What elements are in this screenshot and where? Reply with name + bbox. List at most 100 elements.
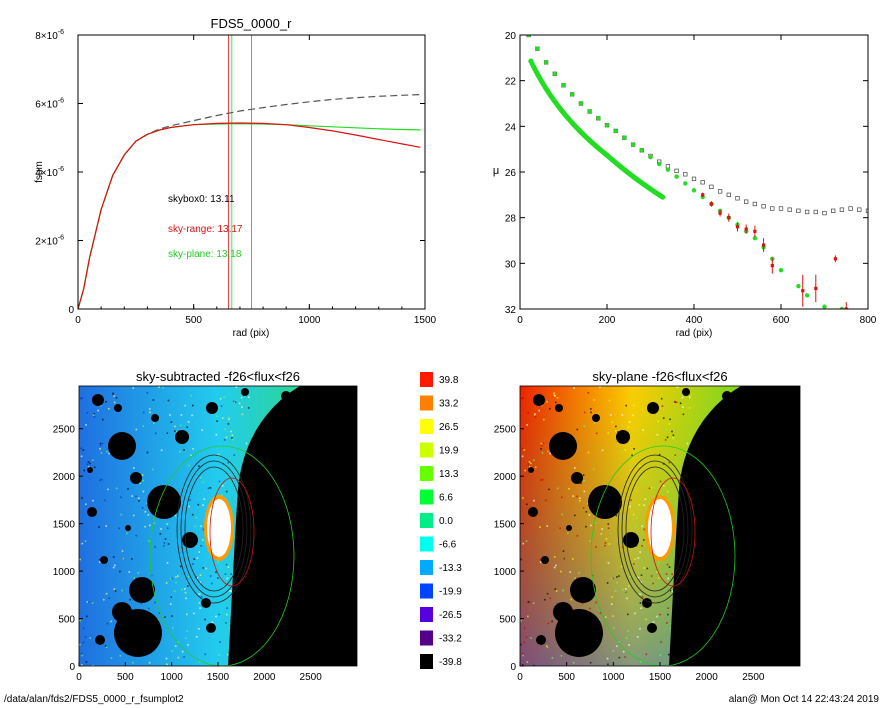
noise-pixel (98, 561, 101, 563)
noise-pixel (545, 645, 548, 647)
noise-pixel (595, 601, 597, 604)
noise-pixel (166, 663, 168, 666)
noise-pixel (234, 401, 237, 404)
noise-pixel (526, 424, 528, 426)
noise-pixel (112, 566, 115, 569)
noise-pixel (245, 442, 248, 445)
noise-pixel (640, 574, 643, 576)
footer-user-timestamp: alan@ Mon Oct 14 22:43:24 2019 (728, 694, 879, 705)
noise-pixel (618, 656, 621, 659)
mu-ytick-label: 32 (505, 305, 517, 316)
image-xtick-label: 2500 (742, 672, 765, 683)
sky-subtracted-image-panel: sky-subtracted -f26<flux<f26 0 500 1000 15 (53, 369, 358, 683)
noise-pixel (226, 607, 228, 609)
noise-pixel (529, 466, 531, 468)
noise-pixel (227, 423, 230, 425)
mu-point-green (839, 306, 845, 309)
noise-pixel (204, 653, 207, 656)
noise-pixel (187, 585, 189, 587)
noise-pixel (133, 467, 135, 469)
noise-pixel (656, 415, 659, 417)
noise-pixel (583, 425, 586, 427)
noise-pixel (582, 507, 585, 509)
noise-pixel (605, 538, 608, 540)
colorbar-swatch (420, 630, 433, 646)
mu-point-green (648, 154, 653, 160)
mu-ytick-label: 26 (505, 168, 517, 179)
noise-pixel (138, 500, 140, 502)
noise-pixel (620, 424, 623, 427)
fsum-ytick-label: 2×10-6 (35, 235, 64, 248)
colorbar-label: -26.5 (439, 610, 462, 621)
galaxy-core (648, 499, 672, 557)
noise-pixel (561, 496, 563, 499)
noise-pixel (181, 650, 184, 653)
noise-pixel (231, 437, 233, 439)
noise-pixel (209, 575, 212, 577)
noise-pixel (166, 527, 169, 529)
noise-pixel (569, 571, 572, 573)
noise-pixel (81, 497, 83, 499)
noise-pixel (185, 592, 187, 594)
annotation-sky-plane: sky-plane: 13.18 (168, 249, 242, 260)
noise-pixel (543, 418, 545, 421)
noise-pixel (522, 664, 524, 666)
noise-pixel (546, 646, 549, 649)
noise-pixel (152, 399, 155, 401)
noise-pixel (631, 394, 633, 397)
noise-pixel (643, 481, 646, 483)
noise-pixel (167, 543, 170, 545)
noise-pixel (610, 414, 612, 416)
fsum-xlabel: rad (pix) (233, 328, 270, 339)
noise-pixel (202, 481, 205, 483)
noise-pixel (660, 397, 663, 400)
colorbar-label: -13.3 (439, 563, 462, 574)
mu-point-black (709, 184, 714, 189)
noise-pixel (231, 434, 234, 436)
noise-pixel (160, 528, 162, 530)
mu-point-green (622, 135, 627, 140)
noise-pixel (625, 588, 627, 590)
noise-pixel (553, 394, 556, 396)
noise-pixel (688, 407, 691, 409)
colorbar-swatch (420, 419, 433, 434)
noise-pixel (165, 582, 168, 584)
noise-pixel (135, 577, 137, 579)
noise-pixel (150, 574, 153, 577)
mu-point-red (718, 211, 722, 215)
noise-pixel (671, 430, 673, 433)
mu-point-black (717, 189, 723, 194)
noise-pixel (202, 539, 204, 541)
noise-pixel (603, 386, 605, 389)
mu-point-green (796, 283, 801, 289)
noise-pixel (80, 447, 82, 450)
mu-plot: 0 200 400 600 800 20 22 24 26 28 30 32 rad (pix) μ (493, 31, 877, 339)
noise-pixel (112, 556, 115, 558)
noise-pixel (627, 630, 630, 632)
noise-pixel (643, 504, 645, 506)
noise-pixel (607, 432, 610, 434)
noise-pixel (108, 452, 110, 455)
noise-pixel (520, 558, 522, 561)
noise-pixel (599, 612, 602, 614)
image-ytick-label: 1500 (494, 520, 517, 531)
noise-pixel (621, 414, 624, 416)
noise-pixel (241, 406, 243, 408)
noise-pixel (583, 490, 586, 493)
noise-pixel (528, 601, 531, 603)
noise-pixel (667, 653, 670, 656)
noise-pixel (608, 543, 611, 545)
noise-pixel (184, 637, 187, 639)
noise-pixel (525, 540, 528, 542)
noise-pixel (106, 450, 108, 453)
mu-point-green (778, 267, 784, 273)
noise-pixel (228, 417, 230, 419)
noise-pixel (592, 468, 595, 471)
image-xtick-label: 1000 (161, 672, 184, 683)
fsum-plot-title: FDS5_0000_r (211, 16, 293, 31)
mu-point-green (535, 46, 540, 51)
noise-pixel (129, 598, 131, 601)
noise-pixel (144, 525, 146, 528)
mu-ytick-label: 28 (505, 214, 517, 225)
noise-pixel (656, 615, 658, 618)
